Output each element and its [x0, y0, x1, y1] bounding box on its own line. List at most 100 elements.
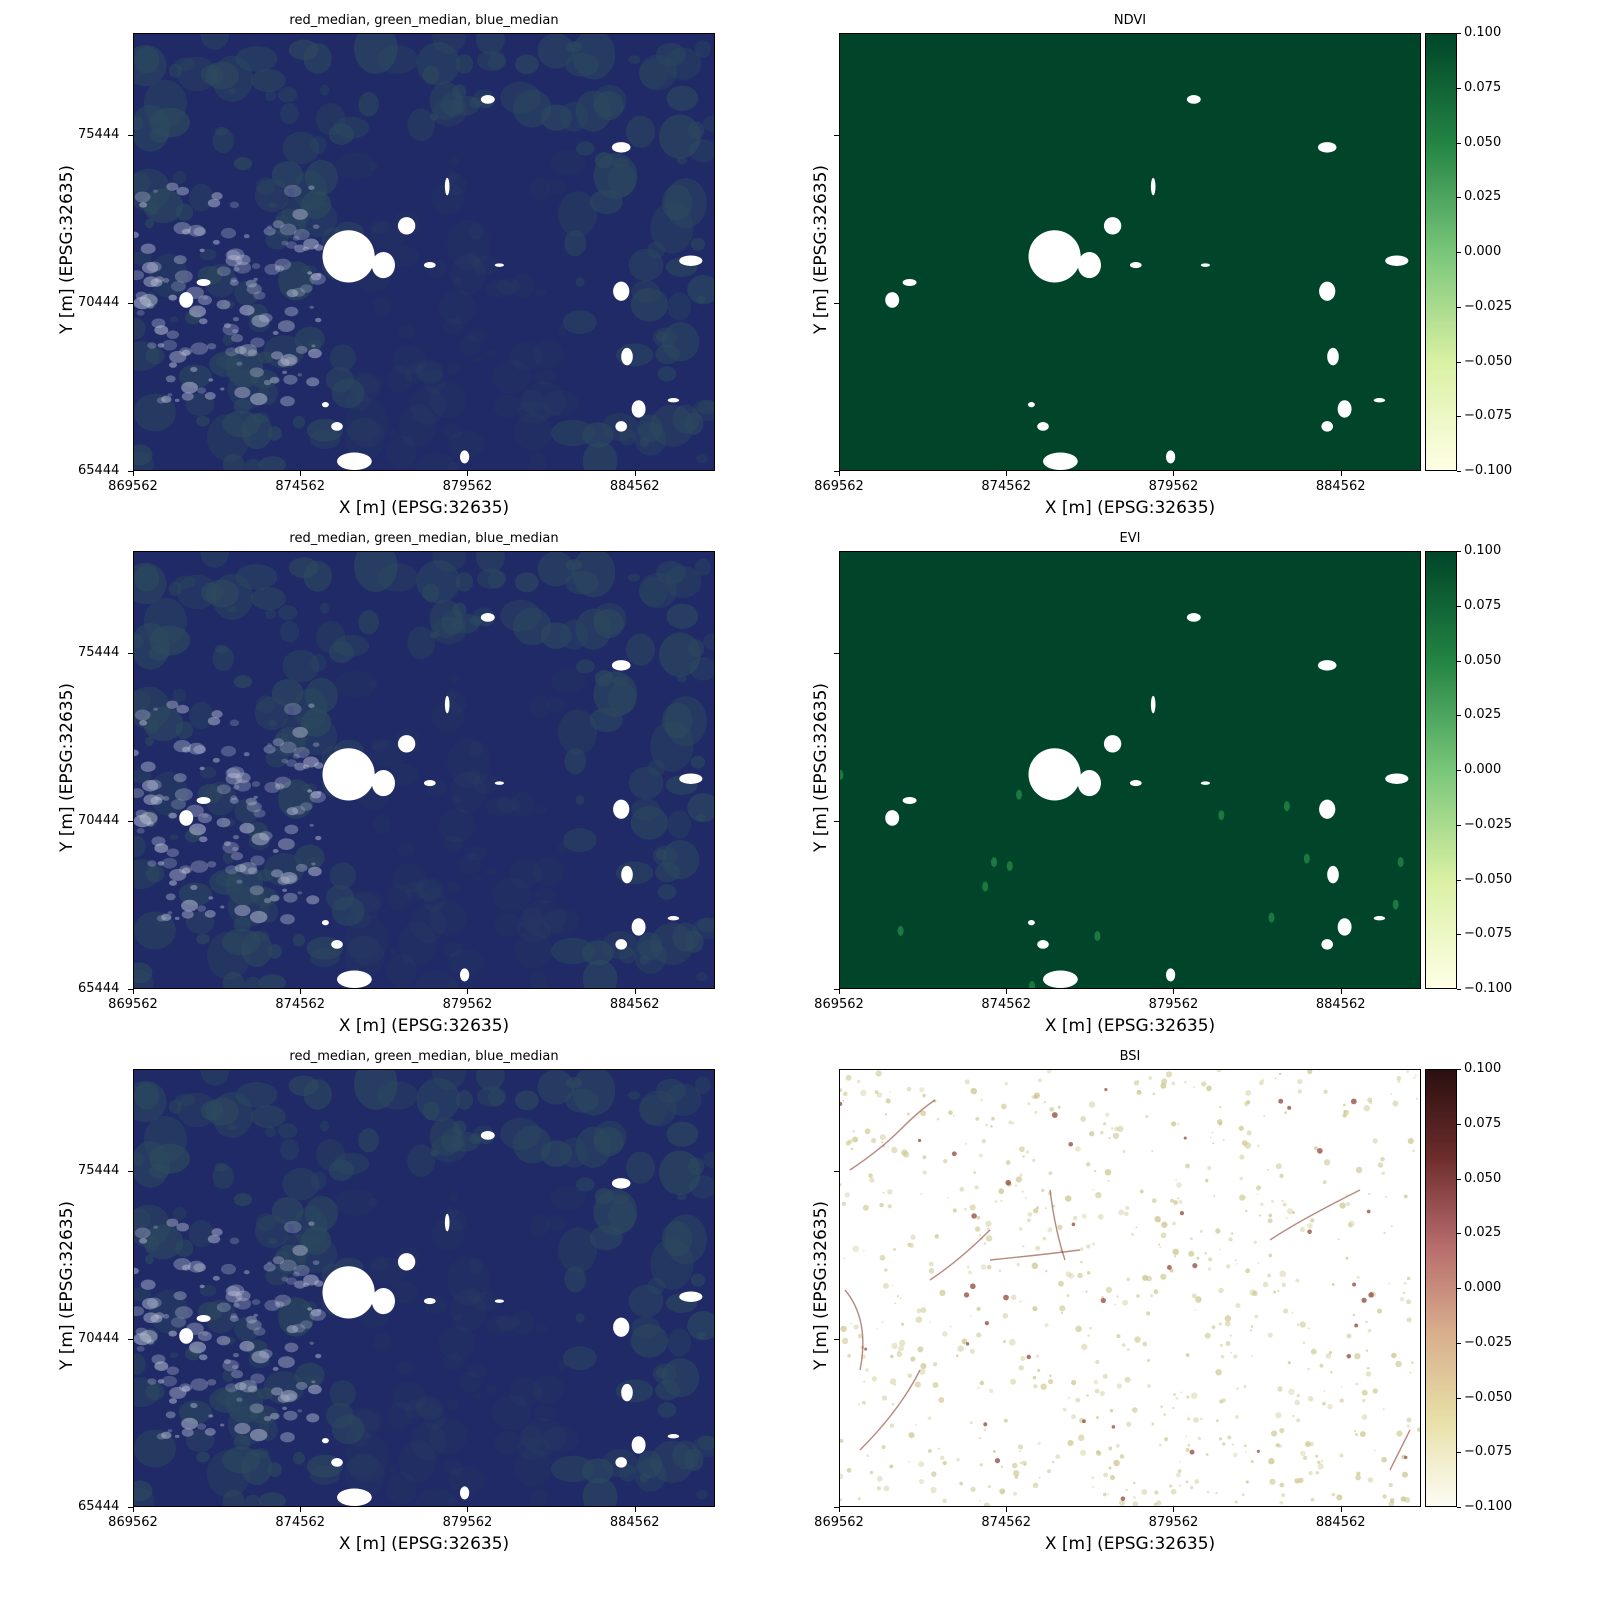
haze-patch [212, 239, 220, 245]
bsi-dark-speck [971, 1213, 977, 1219]
bsi-speck [1019, 1173, 1023, 1177]
y-tick-label: 70444 [78, 812, 120, 828]
x-tick-mark [467, 1507, 469, 1512]
bsi-speck [1368, 1192, 1371, 1196]
bsi-dark-speck [1068, 1141, 1074, 1147]
haze-patch [220, 227, 237, 239]
bsi-dark-speck [1183, 1136, 1187, 1140]
bsi-speck [953, 1114, 956, 1117]
haze-patch [190, 884, 198, 891]
x-tick-mark [300, 989, 302, 994]
haze-patch [153, 1225, 158, 1229]
bsi-speck [845, 1140, 851, 1146]
haze-patch [263, 897, 272, 904]
cloud-patch [331, 422, 343, 431]
vegetation-patch [485, 797, 516, 816]
bsi-speck [978, 1436, 981, 1440]
vegetation-patch [557, 324, 567, 336]
bsi-speck [1382, 1494, 1387, 1499]
cloud-patch [613, 1317, 630, 1337]
bsi-speck [985, 1123, 988, 1127]
colorbar-tick-mark [1457, 142, 1461, 144]
bsi-speck [915, 1316, 923, 1323]
bsi-speck [1302, 1341, 1306, 1345]
bsi-speck [1100, 1130, 1104, 1135]
vegetation-patch [472, 874, 482, 881]
haze-patch [286, 807, 299, 816]
haze-patch [169, 350, 187, 363]
y-tick-mark [128, 989, 133, 990]
panel-plot-rgb [133, 1069, 715, 1507]
colorbar-tick-label: −0.050 [1464, 871, 1513, 887]
bsi-speck [1325, 1353, 1332, 1359]
bsi-speck [975, 1116, 980, 1121]
haze-patch [234, 1297, 252, 1310]
vegetation-patch [370, 737, 389, 752]
haze-patch [272, 1366, 279, 1372]
vegetation-patch [429, 900, 468, 936]
vegetation-patch [443, 1459, 463, 1475]
vegetation-patch [255, 177, 276, 195]
cloud-patch [667, 916, 680, 921]
y-tick-mark [834, 471, 839, 472]
bsi-speck [1339, 1202, 1346, 1209]
vegetation-patch [459, 853, 481, 875]
haze-patch [233, 784, 240, 790]
vegetation-patch [432, 34, 466, 54]
vegetation-patch [443, 941, 463, 957]
bsi-speck [1199, 1229, 1203, 1233]
vegetation-patch [372, 1332, 391, 1352]
cloud-patch [615, 1457, 627, 1468]
bsi-speck [976, 1215, 981, 1220]
haze-patch [223, 841, 232, 847]
bsi-speck [879, 1202, 884, 1208]
bsi-speck [882, 1191, 885, 1194]
vegetation-patch [512, 607, 552, 646]
vegetation-patch [333, 1152, 370, 1175]
bsi-dark-speck [1120, 1496, 1126, 1501]
vegetation-patch [282, 131, 320, 165]
bsi-speck [852, 1245, 860, 1253]
vegetation-patch [443, 317, 465, 334]
bsi-speck [887, 1146, 889, 1148]
cloud-patch [321, 401, 329, 408]
x-tick-mark [1006, 471, 1008, 476]
x-tick-mark [467, 471, 469, 476]
haze-patch [223, 323, 232, 329]
bsi-speck [1412, 1149, 1415, 1152]
bsi-speck [986, 1264, 992, 1270]
nodata-patch [1103, 217, 1122, 235]
vegetation-patch [134, 564, 160, 592]
vegetation-patch [149, 253, 189, 298]
vegetation-patch [169, 1352, 179, 1359]
haze-patch [308, 703, 315, 708]
vegetation-patch [144, 736, 154, 747]
bsi-speck [1132, 1481, 1136, 1485]
vegetation-patch [666, 603, 699, 629]
haze-patch [231, 1369, 244, 1379]
x-tick-label: 884562 [1315, 1515, 1366, 1530]
vegetation-patch [438, 808, 476, 843]
bsi-dark-speck [1256, 1449, 1260, 1453]
bsi-speck [920, 1363, 927, 1370]
haze-patch [173, 255, 187, 265]
haze-patch [168, 880, 178, 886]
haze-patch [295, 863, 308, 872]
haze-patch [239, 304, 255, 316]
bsi-speck [1368, 1100, 1373, 1105]
bsi-speck [876, 1486, 882, 1491]
vegetation-patch [271, 679, 304, 707]
panel-title: BSI [1119, 1049, 1141, 1064]
bsi-speck [1010, 1294, 1017, 1301]
haze-patch [271, 869, 283, 878]
vegetation-patch [185, 911, 215, 934]
vegetation-patch [676, 1192, 687, 1201]
haze-patch [277, 358, 290, 367]
haze-patch [207, 1234, 221, 1244]
bsi-speck [1317, 1460, 1321, 1465]
bsi-speck [937, 1447, 941, 1451]
bsi-speck [1345, 1193, 1348, 1196]
bsi-speck [1339, 1453, 1344, 1458]
bsi-speck [918, 1478, 925, 1485]
haze-patch [234, 386, 251, 399]
